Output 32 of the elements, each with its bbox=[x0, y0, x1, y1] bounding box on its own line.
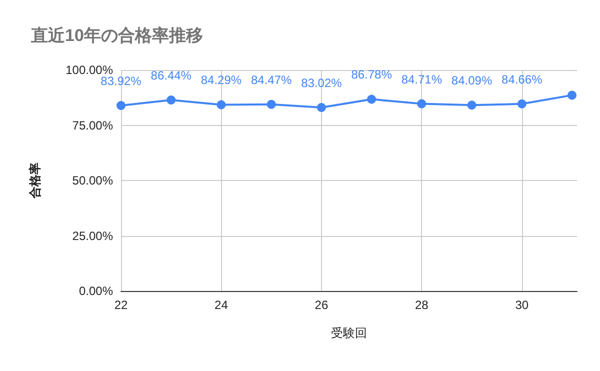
point bbox=[367, 94, 376, 104]
data-label: 84.66% bbox=[502, 72, 543, 86]
point bbox=[467, 100, 476, 110]
x-tick-label: 24 bbox=[214, 298, 228, 312]
point bbox=[316, 103, 326, 112]
point bbox=[568, 90, 576, 100]
data-label: 84.71% bbox=[401, 72, 442, 86]
point bbox=[417, 99, 426, 108]
data-label: 84.47% bbox=[250, 72, 292, 87]
y-tick-label: 100.00% bbox=[66, 63, 114, 77]
point bbox=[216, 100, 226, 110]
y-tick-label: 0.00% bbox=[78, 284, 114, 298]
point bbox=[166, 95, 176, 104]
y-axis-title: 合格率 bbox=[28, 162, 42, 200]
point bbox=[266, 100, 276, 109]
y-tick-label: 75.00% bbox=[72, 118, 114, 132]
x-tick-label: 30 bbox=[515, 298, 529, 312]
point bbox=[116, 101, 126, 110]
data-label: 83.92% bbox=[100, 74, 142, 88]
point bbox=[517, 99, 526, 108]
x-tick-label: 28 bbox=[414, 298, 429, 312]
data-label: 86.44% bbox=[150, 68, 192, 82]
y-tick-label: 25.00% bbox=[72, 228, 114, 243]
data-label: 83.02% bbox=[301, 76, 342, 90]
x-axis-title: 受験回 bbox=[331, 326, 367, 340]
chart-title: 直近10年の合格率推移 bbox=[30, 26, 203, 45]
data-label: 84.09% bbox=[451, 74, 492, 88]
x-tick-label: 22 bbox=[114, 298, 128, 312]
data-label: 86.78% bbox=[351, 68, 392, 82]
y-tick-label: 50.00% bbox=[72, 174, 114, 188]
x-tick-label: 26 bbox=[314, 298, 328, 312]
data-label: 84.29% bbox=[200, 73, 242, 88]
